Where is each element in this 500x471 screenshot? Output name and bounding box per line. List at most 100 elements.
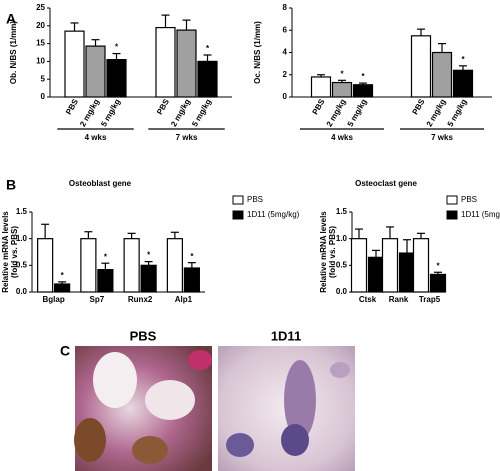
- bar: [54, 283, 71, 293]
- bar: [350, 238, 368, 293]
- y-tick-label: 15: [36, 39, 45, 48]
- bar-label: PBS: [311, 97, 327, 116]
- bar: [37, 238, 54, 293]
- chart: 0.0 0.5 1.0 1.5 Relative mRNA levels (fold vs…: [1, 179, 300, 304]
- bar-label: PBS: [64, 97, 80, 116]
- y-tick-label: 10: [36, 57, 45, 66]
- bar: [431, 51, 453, 98]
- chart: 0.0 0.5 1.0 1.5 Relative mRNA levels (fold vs…: [319, 179, 500, 304]
- bar: [166, 238, 183, 293]
- bar-label: 5 mg/kg: [190, 97, 213, 128]
- y-tick-label: 8: [283, 3, 288, 12]
- bar: [197, 60, 218, 98]
- x-tick-label: 7 wks: [176, 133, 198, 142]
- y-axis-label: Relative mRNA levels: [1, 211, 10, 293]
- y-tick-label: 0: [283, 92, 288, 101]
- bar: [64, 30, 85, 98]
- legend-label: PBS: [461, 195, 477, 204]
- image-caption: PBS: [130, 328, 157, 343]
- x-tick-label: Runx2: [128, 295, 153, 304]
- bar-label: 5 mg/kg: [99, 97, 122, 128]
- bar: [381, 238, 399, 293]
- legend-swatch: [232, 210, 244, 220]
- y-tick-label: 1.0: [336, 234, 348, 243]
- y-axis-label: (fold vs. PBS): [328, 226, 337, 278]
- x-tick-label: Alp1: [175, 295, 193, 304]
- bar: [140, 264, 157, 293]
- significance: *: [147, 251, 151, 260]
- y-tick-label: 0.5: [336, 260, 348, 269]
- legend-label: PBS: [247, 195, 263, 204]
- x-tick-label: 7 wks: [431, 133, 453, 142]
- bar-label: 2 mg/kg: [425, 97, 448, 128]
- significance: *: [340, 69, 344, 78]
- x-tick-label: Sp7: [90, 295, 105, 304]
- significance: *: [461, 55, 465, 64]
- x-tick-label: Trap5: [419, 295, 441, 304]
- micrograph: [74, 346, 212, 471]
- y-tick-label: 0.0: [336, 287, 348, 296]
- bar: [412, 238, 430, 293]
- y-tick-label: 0.5: [16, 260, 28, 269]
- y-tick-label: 0.0: [16, 287, 28, 296]
- image-caption: 1D11: [271, 328, 301, 343]
- chart-title: Osteoclast gene: [355, 179, 417, 188]
- x-tick-label: Rank: [389, 295, 409, 304]
- legend-swatch: [232, 195, 244, 205]
- legend-swatch: [446, 195, 458, 205]
- bar: [85, 45, 106, 98]
- legend-label: 1D11 (5mg/kg): [247, 210, 300, 219]
- y-tick-label: 1.5: [16, 207, 28, 216]
- bar: [310, 76, 332, 98]
- y-tick-label: 5: [41, 74, 46, 83]
- y-axis-label: Ob. N/BS (1/mm): [9, 21, 18, 84]
- bar-label: 2 mg/kg: [169, 97, 192, 128]
- y-axis-label: Oc. N/BS (1/mm): [253, 21, 262, 84]
- micrograph: [218, 346, 355, 471]
- bar: [183, 267, 200, 293]
- bar: [155, 26, 176, 98]
- x-tick-label: 4 wks: [331, 133, 353, 142]
- y-tick-label: 4: [283, 48, 288, 57]
- y-axis-label: (fold vs. PBS): [10, 226, 19, 278]
- chart-title: Osteoblast gene: [69, 179, 132, 188]
- legend-swatch: [446, 210, 458, 220]
- bar: [429, 273, 447, 293]
- bar-label: 2 mg/kg: [78, 97, 101, 128]
- y-axis-label: Relative mRNA levels: [319, 211, 328, 293]
- bar: [352, 84, 374, 98]
- bar: [123, 238, 140, 293]
- bar: [331, 81, 353, 98]
- bar: [452, 69, 474, 98]
- y-tick-label: 2: [283, 70, 288, 79]
- bar: [176, 29, 197, 98]
- bar: [106, 59, 127, 98]
- significance: *: [361, 72, 365, 81]
- x-tick-label: Ctsk: [359, 295, 377, 304]
- legend-label: 1D11 (5mg/kg): [461, 210, 500, 219]
- significance: *: [190, 252, 194, 261]
- bar-label: 2 mg/kg: [325, 97, 348, 128]
- significance: *: [436, 261, 440, 270]
- significance: *: [115, 43, 119, 52]
- bar: [367, 256, 385, 293]
- bar-label: PBS: [411, 97, 427, 116]
- chart: 0 2 4 6 8 Oc. N/BS (1/mm) PBS * 2 mg/kg * 5 mg/kg 4…: [253, 3, 492, 142]
- significance: *: [104, 252, 108, 261]
- panel-label: B: [6, 177, 16, 193]
- bar: [80, 238, 97, 293]
- y-tick-label: 25: [36, 3, 45, 12]
- bar: [410, 35, 432, 98]
- bar-label: 5 mg/kg: [346, 97, 369, 128]
- bar-label: 5 mg/kg: [446, 97, 469, 128]
- x-tick-label: 4 wks: [85, 133, 107, 142]
- y-tick-label: 20: [36, 21, 45, 30]
- y-tick-label: 1.0: [16, 234, 28, 243]
- panel-label: A: [6, 11, 16, 27]
- bar-label: PBS: [155, 97, 171, 116]
- bar: [398, 252, 416, 293]
- x-tick-label: Bglap: [43, 295, 65, 304]
- y-tick-label: 0: [41, 92, 46, 101]
- significance: *: [206, 44, 210, 53]
